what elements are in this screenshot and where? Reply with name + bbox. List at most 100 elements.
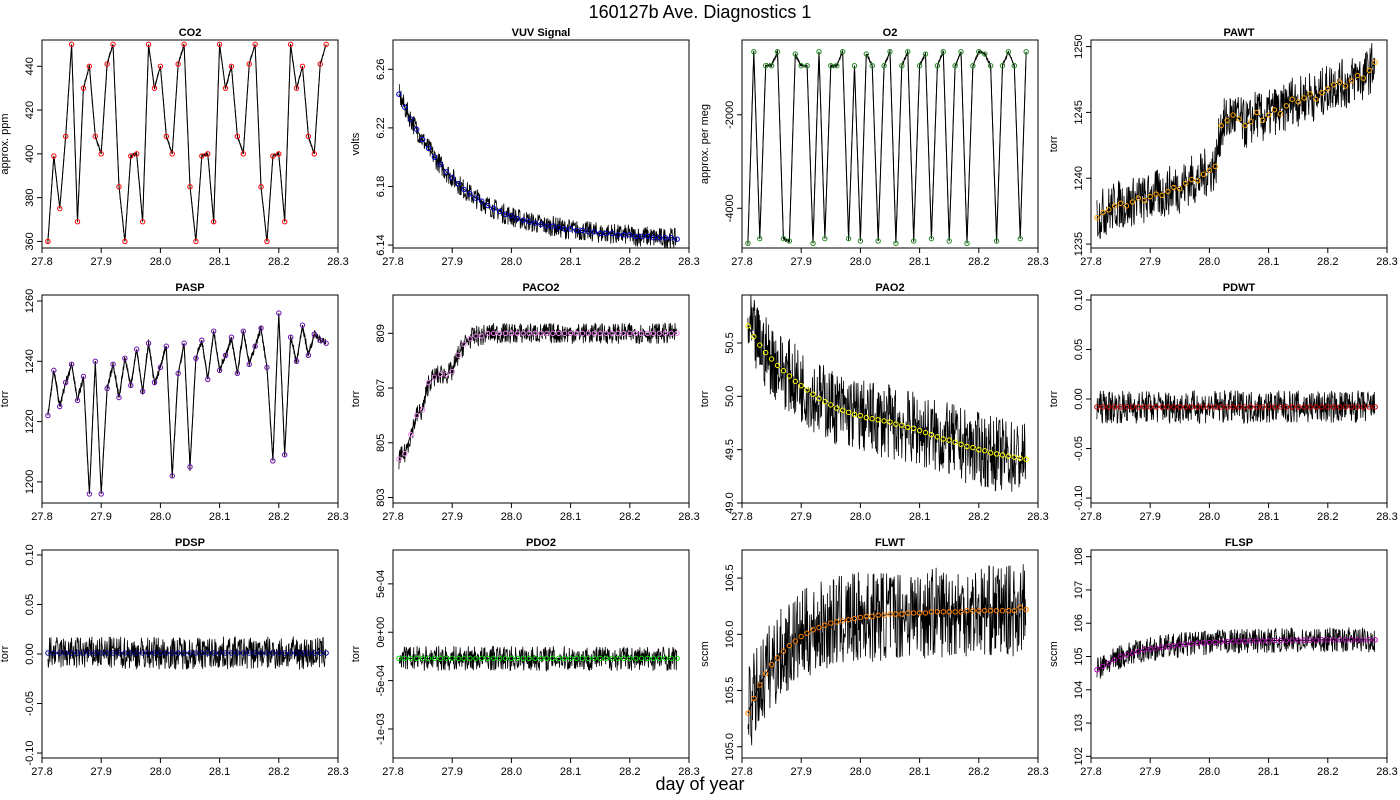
data-point (544, 655, 550, 662)
data-point (293, 358, 300, 365)
y-tick-label: -5e-04 (375, 665, 387, 697)
data-point (970, 63, 976, 69)
data-point (1236, 116, 1242, 122)
data-point (780, 368, 787, 374)
data-point (1188, 641, 1195, 647)
series-line (398, 332, 678, 460)
data-point (987, 63, 994, 69)
data-point (916, 63, 923, 69)
y-axis-label: sccm (1048, 641, 1060, 667)
x-tick-label: 27.8 (31, 511, 52, 523)
data-point (1372, 404, 1378, 410)
data-point (1313, 404, 1319, 410)
data-point (1159, 404, 1165, 410)
data-point (104, 61, 110, 67)
data-point (609, 655, 615, 662)
panel-title: PDWT (1223, 282, 1256, 294)
data-point (816, 395, 822, 402)
data-point (222, 352, 229, 358)
data-point (946, 609, 952, 615)
panel-co2: CO2 approx. ppm 27.8 27.9 28.0 28.1 28.2 28.3 36… (0, 27, 349, 268)
data-point (780, 648, 787, 654)
data-point (287, 334, 294, 340)
data-point (851, 615, 858, 622)
data-point (1106, 404, 1112, 410)
panel-plot-area (745, 564, 1029, 746)
data-point (834, 63, 840, 69)
data-point (550, 223, 556, 229)
x-tick-label: 28.3 (327, 256, 348, 268)
data-point (857, 412, 864, 419)
data-point (627, 232, 633, 238)
data-point (573, 227, 580, 234)
data-point (157, 364, 164, 371)
data-point (311, 650, 318, 656)
data-point (1117, 653, 1124, 660)
data-point (1123, 203, 1130, 209)
data-point (74, 397, 81, 404)
data-point (449, 368, 455, 375)
data-point (644, 330, 651, 337)
data-point (402, 655, 408, 662)
data-point (893, 421, 899, 427)
data-point (621, 232, 627, 238)
data-point (1348, 637, 1355, 643)
data-point (228, 650, 235, 656)
data-point (1129, 404, 1136, 410)
data-point (869, 63, 875, 69)
data-point (674, 236, 680, 242)
data-point (240, 328, 246, 334)
y-tick-label: 5e-04 (375, 570, 387, 598)
x-tick-label: 28.0 (150, 256, 171, 268)
raw-trace (747, 295, 1027, 492)
data-point (774, 362, 781, 369)
panel-plot-area (396, 322, 680, 470)
data-point (638, 233, 645, 239)
data-point (210, 650, 217, 656)
data-point (287, 650, 294, 656)
data-point (745, 323, 751, 329)
data-point (175, 650, 181, 656)
data-point (538, 221, 544, 228)
data-point (627, 330, 633, 337)
data-point (408, 431, 414, 438)
raw-trace (47, 636, 327, 670)
data-point (181, 340, 187, 346)
panel-pawt: PAWT torr 27.8 27.9 28.0 28.1 28.2 28.3 1235 1240… (1048, 27, 1398, 268)
y-tick-label: 1240 (24, 349, 36, 373)
data-point (145, 340, 152, 346)
x-tick-label: 27.9 (90, 511, 111, 523)
data-point (496, 330, 503, 337)
panel-frame (41, 549, 339, 759)
data-point (502, 211, 509, 218)
data-point (98, 151, 104, 157)
data-point (514, 216, 521, 222)
data-point (810, 391, 816, 397)
data-point (396, 91, 402, 97)
data-point (987, 608, 994, 614)
data-point (621, 330, 627, 337)
data-point (1271, 107, 1278, 113)
data-point (1301, 95, 1307, 101)
data-point (163, 343, 170, 349)
data-point (110, 650, 116, 656)
data-point (485, 202, 491, 209)
raw-trace (747, 564, 1027, 746)
data-point (633, 330, 639, 337)
x-tick-label: 28.0 (150, 511, 171, 523)
data-point (104, 385, 110, 392)
y-tick-label: 103 (1073, 714, 1085, 732)
y-tick-label: 1235 (1073, 232, 1085, 256)
y-tick-label: 803 (375, 488, 387, 506)
data-point (822, 398, 828, 405)
data-point (1100, 404, 1106, 410)
data-point (958, 441, 964, 448)
y-axis-label: approx. per meg (699, 104, 711, 184)
data-point (1094, 404, 1100, 410)
data-point (1254, 404, 1260, 410)
data-point (970, 608, 976, 614)
panel-frame (41, 39, 339, 249)
panel-frame (392, 549, 690, 759)
data-point (151, 650, 158, 656)
data-point (496, 655, 503, 662)
